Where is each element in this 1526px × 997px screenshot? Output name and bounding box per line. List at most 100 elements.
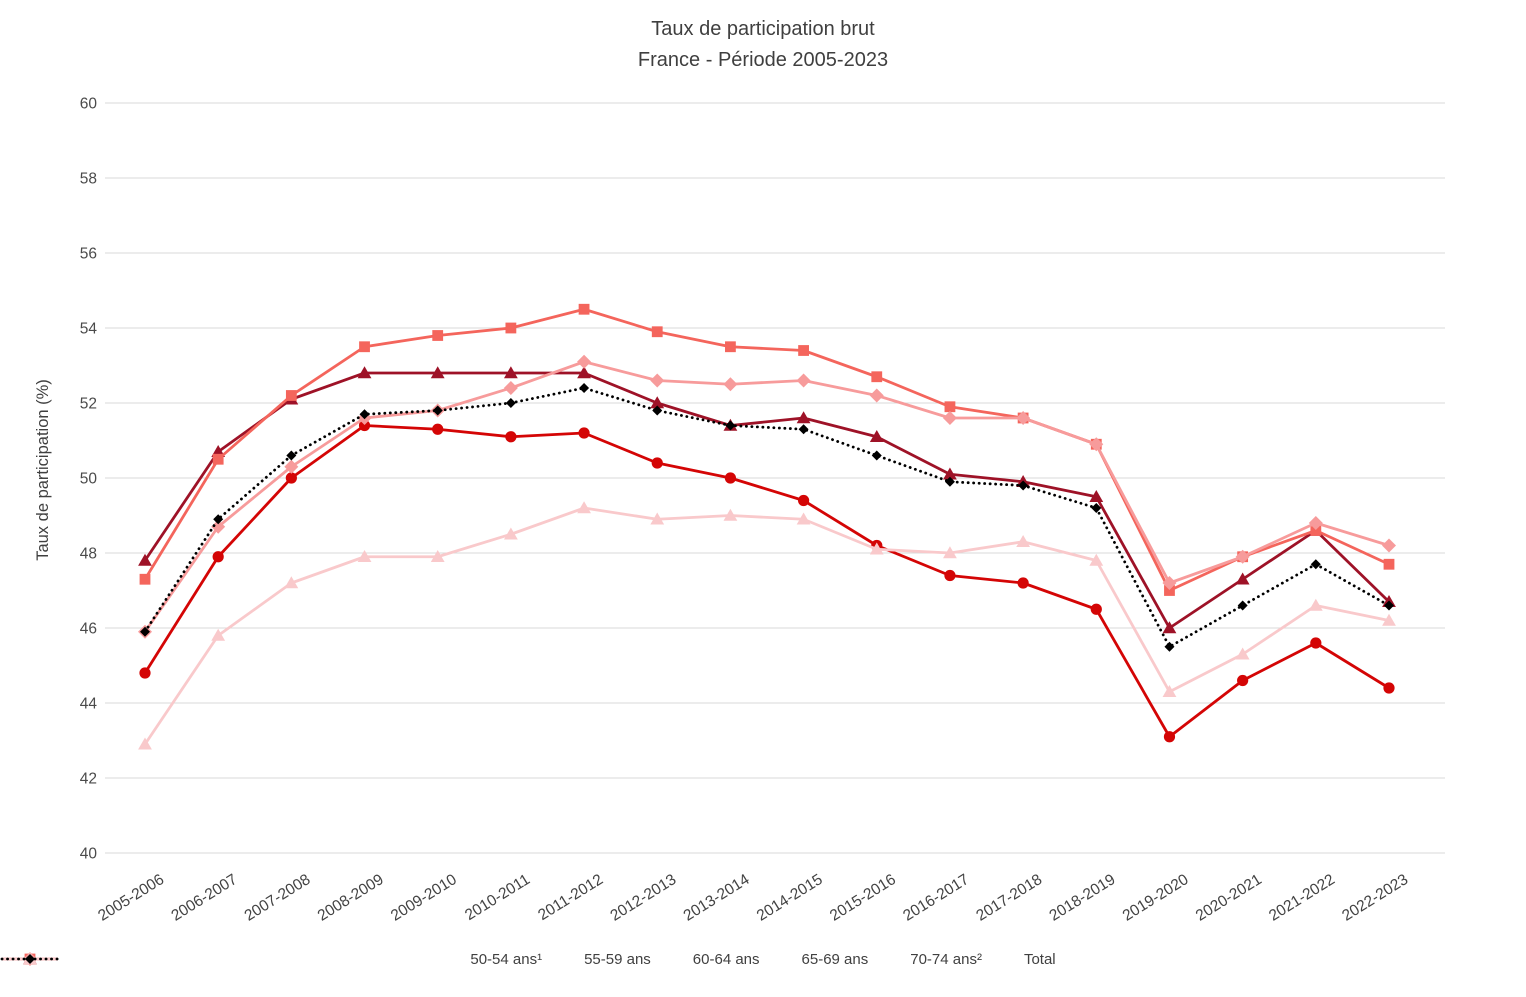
data-point-total — [1310, 559, 1321, 570]
data-point-total — [213, 514, 224, 525]
data-point-55-59-ans — [1090, 603, 1102, 615]
data-point-55-59-ans — [724, 472, 737, 484]
legend-marker-total — [25, 954, 35, 964]
data-point-60-64-ans — [285, 390, 297, 401]
data-point-total — [286, 450, 297, 461]
series-line-50-54-ans — [143, 371, 1390, 630]
data-point-55-59-ans — [285, 472, 297, 484]
data-point-total — [798, 424, 809, 435]
data-point-50-54-ans — [430, 366, 445, 379]
legend-item-60-64-ans: 60-64 ans — [2, 951, 760, 968]
data-point-70-74-ans — [723, 508, 738, 521]
data-point-total — [652, 405, 663, 416]
data-point-70-74-ans — [1089, 553, 1104, 566]
series-layer — [138, 303, 1396, 750]
data-point-55-59-ans — [1383, 682, 1395, 694]
data-point-total — [1237, 600, 1248, 611]
data-point-total — [579, 383, 590, 393]
data-point-70-74-ans — [503, 527, 518, 540]
data-point-50-54-ans — [1162, 621, 1177, 634]
y-tick-label: 52 — [80, 396, 97, 413]
data-point-65-69-ans — [796, 373, 811, 388]
data-point-60-64-ans — [505, 322, 517, 334]
data-point-total — [725, 420, 736, 431]
y-tick-label: 42 — [80, 771, 97, 788]
data-point-70-74-ans — [357, 549, 372, 562]
series-total — [140, 383, 1394, 652]
data-point-70-74-ans — [1162, 684, 1177, 697]
data-point-65-69-ans — [942, 411, 957, 425]
data-point-50-54-ans — [357, 366, 372, 379]
data-point-50-54-ans — [650, 396, 665, 409]
data-point-70-74-ans — [943, 546, 957, 559]
data-point-70-74-ans — [650, 512, 665, 525]
data-point-total — [871, 450, 882, 461]
data-point-55-59-ans — [578, 427, 590, 439]
data-point-55-59-ans — [944, 569, 956, 582]
data-point-55-59-ans — [1017, 577, 1029, 589]
data-point-70-74-ans — [1235, 647, 1250, 660]
data-point-55-59-ans — [505, 431, 517, 443]
legend-item-65-69-ans: 65-69 ans — [2, 951, 868, 968]
data-point-65-69-ans — [1162, 576, 1177, 590]
grid-layer — [105, 102, 1445, 854]
data-point-65-69-ans — [1089, 437, 1104, 452]
data-point-total — [944, 476, 955, 487]
y-tick-label: 54 — [80, 321, 98, 338]
data-point-70-74-ans — [577, 501, 591, 514]
y-tick-label: 46 — [80, 621, 97, 638]
data-point-50-54-ans — [1089, 489, 1104, 502]
data-point-50-54-ans — [796, 411, 811, 424]
y-tick-label: 40 — [80, 846, 98, 863]
data-point-total — [432, 405, 443, 416]
data-point-65-69-ans — [503, 381, 518, 395]
data-point-60-64-ans — [1383, 558, 1395, 570]
data-point-total — [505, 398, 516, 408]
data-point-55-59-ans — [797, 494, 810, 507]
legend-label-total: Total — [1023, 951, 1056, 968]
data-point-70-74-ans — [796, 512, 811, 525]
series-55-59-ans — [139, 419, 1395, 743]
data-point-60-64-ans — [725, 341, 736, 353]
data-point-55-59-ans — [212, 551, 224, 563]
data-point-50-54-ans — [943, 467, 957, 480]
data-point-55-59-ans — [432, 423, 444, 435]
data-point-65-69-ans — [869, 388, 884, 403]
data-point-65-69-ans — [1308, 516, 1323, 530]
data-point-70-74-ans — [1016, 534, 1031, 547]
data-point-70-74-ans — [211, 628, 226, 641]
data-point-70-74-ans — [1308, 598, 1323, 611]
legend-label-70-74-ans: 70-74 ans² — [910, 951, 982, 968]
data-point-55-59-ans — [139, 667, 151, 679]
series-line-60-64-ans — [143, 307, 1390, 592]
data-point-70-74-ans — [138, 737, 152, 750]
y-tick-label: 58 — [80, 171, 97, 188]
legend-item-50-54-ans: 50-54 ans¹ — [2, 951, 542, 968]
data-point-55-59-ans — [1163, 731, 1176, 743]
data-point-70-74-ans — [284, 576, 299, 589]
data-point-65-69-ans — [284, 459, 299, 474]
data-point-55-59-ans — [358, 419, 371, 432]
data-point-60-64-ans — [944, 401, 956, 413]
data-point-60-64-ans — [1164, 585, 1175, 596]
legend-item-70-74-ans: 70-74 ans² — [2, 951, 982, 968]
data-point-60-64-ans — [139, 573, 151, 585]
series-line-70-74-ans — [143, 506, 1390, 746]
data-point-60-64-ans — [651, 326, 663, 338]
data-point-60-64-ans — [871, 371, 883, 383]
data-point-55-59-ans — [651, 457, 663, 469]
data-point-total — [1018, 480, 1029, 491]
data-point-60-64-ans — [578, 303, 590, 315]
y-tick-label: 60 — [80, 96, 98, 113]
data-point-65-69-ans — [211, 519, 226, 534]
data-point-total — [1091, 503, 1102, 513]
series-70-74-ans — [138, 501, 1396, 750]
data-point-50-54-ans — [869, 429, 884, 442]
data-point-total — [1164, 641, 1175, 652]
legend-label-60-64-ans: 60-64 ans — [692, 951, 760, 968]
data-point-50-54-ans — [503, 366, 518, 379]
data-point-65-69-ans — [577, 354, 592, 369]
